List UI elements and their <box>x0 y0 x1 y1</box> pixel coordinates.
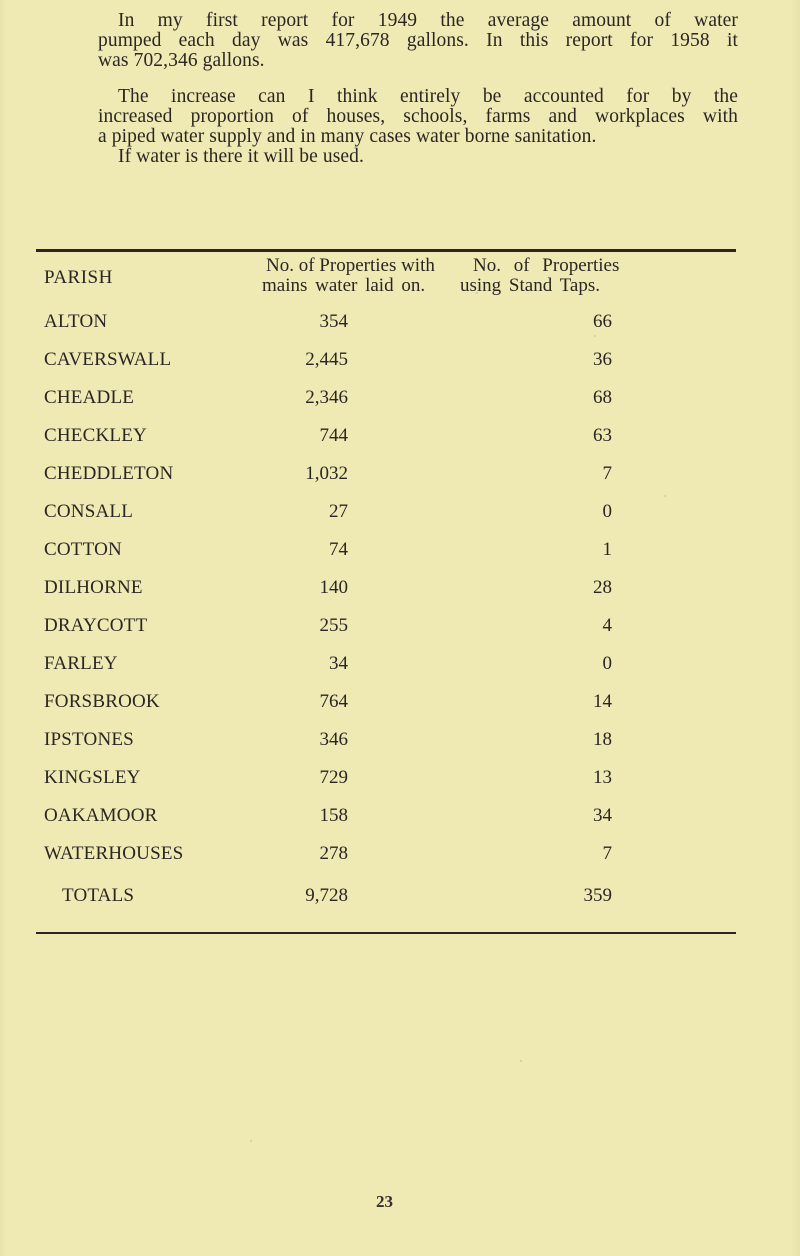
column-header-taps-line1: No. of Properties <box>473 255 620 276</box>
paragraph-water-pumped: In my first report for 1949 the average … <box>98 11 738 71</box>
paragraph-line: was 702,346 gallons. <box>98 50 265 71</box>
mains-count: 158 <box>319 805 349 826</box>
page-number: 23 <box>376 1192 393 1211</box>
paragraph-line: If water is there it will be used. <box>118 146 364 167</box>
mains-count: 2,346 <box>305 387 348 408</box>
column-header-mains-line1: No. of Properties with <box>266 255 435 276</box>
stand-taps-count: 0 <box>602 501 613 522</box>
paper-speck <box>594 335 596 337</box>
stand-taps-count: 18 <box>593 729 612 750</box>
paragraph-line: In my first report for 1949 the average … <box>118 10 738 31</box>
table-row: KINGSLEY 729 13 <box>0 767 800 789</box>
paragraph-line: pumped each day was 417,678 gallons. In … <box>98 30 738 51</box>
table-bottom-rule <box>36 932 736 934</box>
totals-stand-taps-count: 359 <box>583 885 613 906</box>
stand-taps-count: 0 <box>602 653 613 674</box>
stand-taps-count: 63 <box>593 425 612 446</box>
column-header-parish: PARISH <box>44 267 113 288</box>
parish-name: CHEDDLETON <box>44 463 174 484</box>
stand-taps-count: 4 <box>602 615 613 636</box>
table-row: OAKAMOOR 158 34 <box>0 805 800 827</box>
table-row: COTTON 74 1 <box>0 539 800 561</box>
parish-name: FARLEY <box>44 653 118 674</box>
totals-mains-count: 9,728 <box>305 885 348 906</box>
parish-name: WATERHOUSES <box>44 843 184 864</box>
parish-name: DILHORNE <box>44 577 143 598</box>
table-row: FARLEY 34 0 <box>0 653 800 675</box>
table-row: CAVERSWALL 2,445 36 <box>0 349 800 371</box>
parish-name: COTTON <box>44 539 122 560</box>
stand-taps-count: 7 <box>602 463 613 484</box>
parish-name: FORSBROOK <box>44 691 160 712</box>
totals-label: TOTALS <box>62 885 135 906</box>
parish-name: ALTON <box>44 311 108 332</box>
paper-speck <box>520 1060 522 1062</box>
table-row: DRAYCOTT 255 4 <box>0 615 800 637</box>
parish-name: OAKAMOOR <box>44 805 158 826</box>
table-row: CONSALL 27 0 <box>0 501 800 523</box>
mains-count: 1,032 <box>305 463 348 484</box>
mains-count: 34 <box>329 653 348 674</box>
stand-taps-count: 34 <box>593 805 612 826</box>
stand-taps-count: 14 <box>593 691 612 712</box>
stand-taps-count: 36 <box>593 349 612 370</box>
mains-count: 354 <box>319 311 349 332</box>
paper-speck <box>664 495 666 497</box>
mains-count: 27 <box>329 501 348 522</box>
mains-count: 278 <box>319 843 349 864</box>
totals-row: TOTALS 9,728 359 <box>0 885 800 907</box>
parish-name: CAVERSWALL <box>44 349 172 370</box>
column-header-mains-line2: mains water laid on. <box>262 275 426 296</box>
table-row: IPSTONES 346 18 <box>0 729 800 751</box>
paper-speck <box>476 292 478 294</box>
parish-name: CHECKLEY <box>44 425 147 446</box>
stand-taps-count: 68 <box>593 387 612 408</box>
parish-name: KINGSLEY <box>44 767 141 788</box>
mains-count: 255 <box>319 615 349 636</box>
stand-taps-count: 66 <box>593 311 612 332</box>
mains-count: 764 <box>319 691 349 712</box>
table-row: CHECKLEY 744 63 <box>0 425 800 447</box>
mains-count: 729 <box>319 767 349 788</box>
mains-count: 346 <box>319 729 349 750</box>
stand-taps-count: 1 <box>602 539 613 560</box>
paragraph-line: increased proportion of houses, schools,… <box>98 106 738 127</box>
parish-name: DRAYCOTT <box>44 615 148 636</box>
parish-name: CHEADLE <box>44 387 135 408</box>
paper-speck <box>250 1140 252 1142</box>
table-row: FORSBROOK 764 14 <box>0 691 800 713</box>
stand-taps-count: 28 <box>593 577 612 598</box>
mains-count: 140 <box>319 577 349 598</box>
table-row: CHEADLE 2,346 68 <box>0 387 800 409</box>
paragraph-increase-explanation: The increase can I think entirely be acc… <box>98 87 738 167</box>
paragraph-line: a piped water supply and in many cases w… <box>98 126 597 147</box>
table-row: DILHORNE 140 28 <box>0 577 800 599</box>
stand-taps-count: 7 <box>602 843 613 864</box>
parish-name: IPSTONES <box>44 729 134 750</box>
column-header-taps-line2: using Stand Taps. <box>460 275 600 296</box>
table-row: WATERHOUSES 278 7 <box>0 843 800 865</box>
parish-name: CONSALL <box>44 501 134 522</box>
table-row: ALTON 354 66 <box>0 311 800 333</box>
mains-count: 74 <box>329 539 348 560</box>
table-row: CHEDDLETON 1,032 7 <box>0 463 800 485</box>
mains-count: 2,445 <box>305 349 348 370</box>
stand-taps-count: 13 <box>593 767 612 788</box>
paragraph-line: The increase can I think entirely be acc… <box>118 86 738 107</box>
mains-count: 744 <box>319 425 349 446</box>
table-top-rule <box>36 249 736 252</box>
